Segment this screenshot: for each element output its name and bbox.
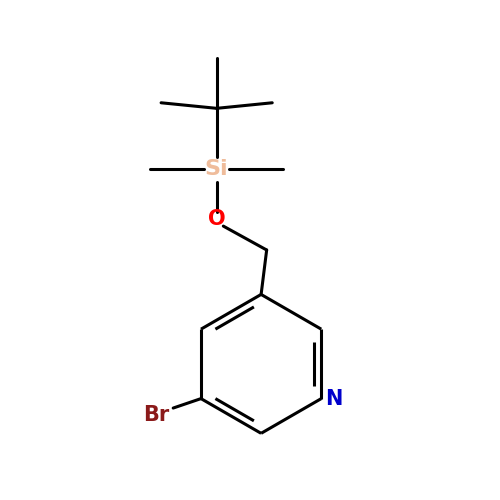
Text: Br: Br [144,406,170,425]
Text: N: N [325,388,342,408]
Text: Si: Si [205,160,229,180]
Text: O: O [208,210,226,230]
